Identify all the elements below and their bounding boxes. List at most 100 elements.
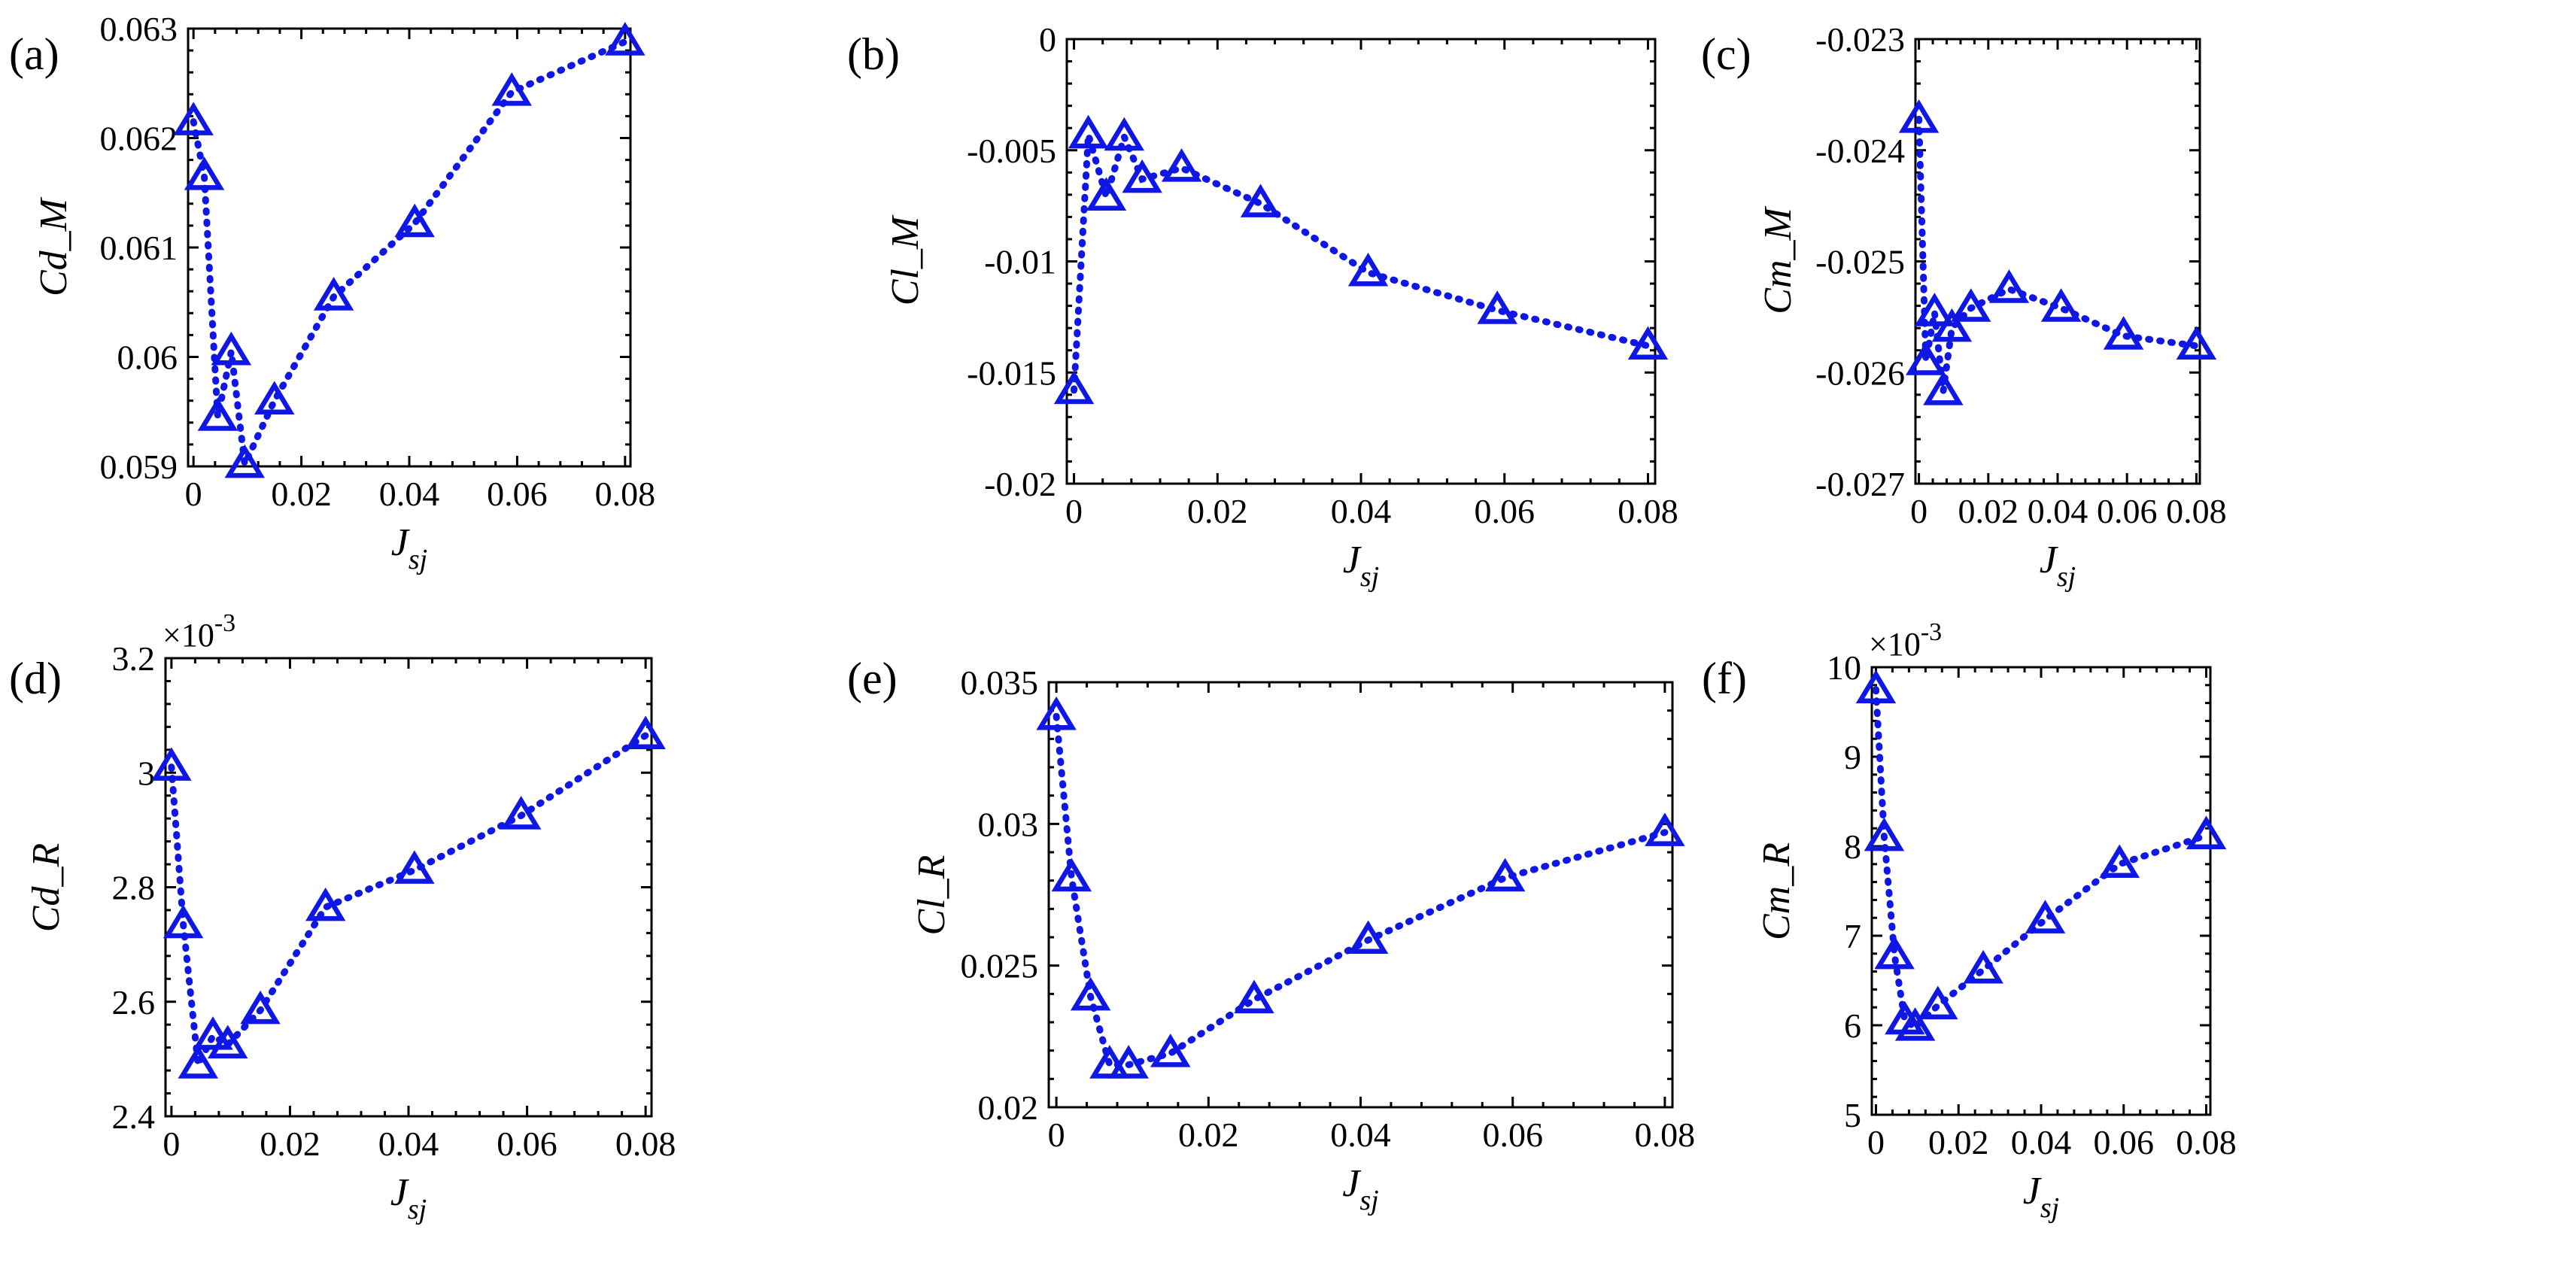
y-axis-label: Cl_R [910,855,953,936]
y-tick-label: -0.01 [984,243,1056,281]
data-point-marker [1931,308,1973,342]
panel-label: (a) [9,29,59,79]
y-tick-label: 3 [138,754,155,792]
data-point-marker [625,715,666,750]
y-tick-label: -0.025 [1815,243,1905,281]
panel-label: (b) [847,29,900,79]
data-point-marker [1086,177,1127,211]
y-tick-label: 3.2 [112,639,156,678]
data-point-marker [211,331,252,366]
data-point-marker [394,203,435,238]
x-tick-label: 0.02 [1187,492,1248,530]
y-tick-label: 2.6 [112,983,156,1021]
y-tick-label: 10 [1827,648,1861,687]
y-tick-label: 8 [1844,827,1861,866]
x-tick-label: 0.06 [1474,492,1535,530]
x-tick-label: 0.02 [1928,1123,1989,1161]
x-axis-label: Jsj [1342,1162,1378,1216]
y-exponent-label: ×10-3 [1869,618,1942,663]
data-point-marker [2103,316,2144,350]
x-tick-label: 0 [1065,492,1083,530]
y-tick-label: 0.02 [978,1088,1039,1127]
x-tick-label: 0.06 [2094,1123,2155,1161]
data-point-marker [1864,817,1905,851]
data-point-marker [1108,1045,1149,1079]
data-point-marker [1240,184,1281,217]
y-axis-label: Cd_M [32,196,75,296]
y-tick-label: -0.023 [1815,20,1905,59]
data-point-marker [2186,815,2227,849]
y-tick-label: 0.059 [100,448,178,486]
data-point-marker [605,22,646,56]
series-line [1873,686,2210,1032]
y-tick-label: 6 [1844,1006,1861,1045]
axes-box [187,27,632,468]
y-tick-label: 9 [1844,738,1861,776]
data-point-marker [1645,812,1685,846]
x-tick-label: 0.02 [1958,492,2019,530]
y-tick-label: -0.024 [1815,132,1905,170]
y-tick-label: 0.062 [100,120,178,158]
data-point-marker [178,1045,219,1079]
y-tick-label: 5 [1844,1096,1861,1134]
x-tick-label: 0.08 [1618,492,1678,530]
data-point-marker [207,1024,248,1059]
x-tick-label: 0.04 [378,1125,439,1163]
y-tick-label: 0.035 [961,663,1039,702]
data-point-marker [224,444,266,478]
data-point-marker [254,381,295,414]
y-tick-label: 0 [1039,20,1056,59]
y-tick-label: -0.026 [1815,354,1905,392]
y-tick-label: 0.03 [978,805,1039,843]
axes-box [1870,666,2212,1116]
x-tick-label: 0.06 [1482,1116,1543,1154]
data-point-marker [1951,288,1991,322]
data-point-marker [197,397,238,431]
data-point-marker [240,990,281,1024]
data-point-marker [2025,900,2066,933]
y-tick-label: 0.061 [100,229,178,267]
x-tick-label: 0 [185,475,202,513]
data-point-marker [173,102,214,135]
data-point-marker [1894,1007,1936,1041]
data-point-marker [1918,985,1958,1020]
y-tick-label: 7 [1844,917,1861,955]
data-point-marker [1914,293,1955,326]
y-tick-label: -0.02 [984,465,1056,503]
data-point-marker [193,1016,233,1050]
panel-label: (c) [1701,29,1751,79]
data-point-marker [305,887,346,921]
y-axis-label: Cm_R [1755,842,1798,940]
x-axis-label: Jsj [390,1171,427,1225]
data-point-marker [1874,935,1915,970]
x-tick-label: 0.04 [2028,492,2088,530]
x-tick-label: 0 [1910,492,1927,530]
data-point-marker [2040,288,2082,322]
data-point-marker [1347,920,1389,955]
data-point-marker [1898,99,1940,133]
y-tick-label: -0.005 [967,132,1056,170]
data-point-marker [1068,114,1109,149]
series-line [190,38,629,477]
data-point-marker [394,850,435,884]
x-tick-label: 0.02 [271,475,332,513]
data-point-marker [184,156,225,190]
data-point-marker [2176,326,2217,360]
data-point-marker [491,72,532,106]
chart-panel-f: 0 0.02 0.04 0.06 0.08 5 6 7 8 9 10×10-3 Jsj Cm_R (f) [1702,618,2237,1224]
data-point-marker [151,747,192,781]
data-point-marker [1051,858,1092,892]
chart-panel-c: 0 0.02 0.04 0.06 0.08 -0.027 -0.026 -0.025 -0.02… [1701,20,2227,593]
panel-label: (d) [9,654,62,703]
panel-label: (f) [1702,654,1747,703]
x-tick-label: 0 [1867,1123,1885,1161]
x-tick-label: 0.06 [2097,492,2158,530]
x-tick-label: 0.08 [2166,492,2227,530]
x-tick-label: 0.04 [379,475,440,513]
data-point-marker [1923,372,1964,405]
data-point-marker [1122,159,1162,193]
series-line [1053,712,1669,1068]
x-axis-label: Jsj [1343,539,1379,593]
x-tick-label: 0.06 [497,1125,557,1163]
